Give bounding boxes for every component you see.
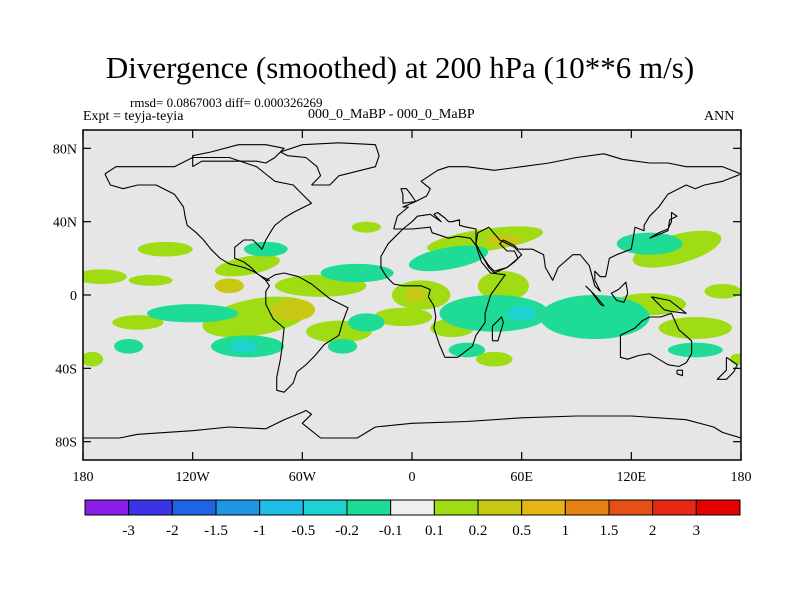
colorbar-swatch — [564, 499, 610, 516]
colorbar-swatch — [695, 499, 741, 516]
colorbar-label: 0.2 — [469, 523, 488, 539]
colorbar-label: -1.5 — [204, 523, 228, 539]
divergence-region-positive — [214, 278, 244, 294]
colorbar-label: -3 — [122, 523, 135, 539]
divergence-region-negative — [507, 306, 537, 321]
divergence-region-positive — [83, 351, 104, 367]
divergence-region-positive — [351, 221, 381, 233]
colorbar-swatch — [84, 499, 130, 516]
coastline-arabia-block — [475, 226, 523, 272]
experiment-label: Expt = teyja-teyia — [83, 109, 184, 124]
chart-title: Divergence (smoothed) at 200 hPa (10**6 … — [105, 50, 695, 85]
divergence-region-positive — [475, 351, 513, 367]
divergence-region-positive — [658, 317, 732, 339]
colorbar-swatch — [171, 499, 217, 516]
divergence-region-negative — [539, 295, 650, 339]
coastline-south-america — [265, 272, 349, 393]
colorbar-label: -0.1 — [379, 523, 403, 539]
divergence-region-negative — [667, 342, 723, 358]
colorbar-label: -0.2 — [335, 523, 359, 539]
axis-layer: 180 120W 60W 0 60E 120E 180 80N 40N 0 40S 80S — [53, 130, 752, 485]
y-tick-label: 80N — [53, 142, 77, 157]
divergence-region-positive — [404, 287, 427, 303]
divergence-region-positive — [373, 307, 433, 327]
colorbar-swatch — [521, 499, 566, 516]
divergence-region-negative — [348, 313, 385, 332]
colorbar-swatch — [259, 499, 304, 516]
y-tick-label: 40N — [53, 216, 77, 231]
coastline-tasmania — [676, 369, 684, 377]
colorbar-label: 0.5 — [512, 523, 531, 539]
colorbar-swatch — [302, 499, 348, 516]
coastline-borneo — [610, 281, 629, 303]
coastline-layer — [83, 142, 741, 439]
colorbar-swatch — [433, 499, 479, 516]
divergence-region-positive — [83, 269, 127, 284]
x-tick-label: 180 — [73, 470, 94, 485]
coastline-uk — [400, 188, 417, 204]
divergence-region-positive — [128, 274, 173, 286]
colorbar-swatch — [477, 499, 523, 516]
case-label: 000_0_MaBP - 000_0_MaBP — [308, 107, 475, 122]
coastline-africa — [380, 226, 506, 358]
coastline-canadian-archipelago — [192, 144, 285, 168]
colorbar-swatch — [346, 499, 392, 516]
x-tick-label: 60W — [289, 470, 317, 485]
y-tick-label: 40S — [55, 362, 77, 377]
x-tick-label: 60E — [510, 470, 533, 485]
coastline-sumatra — [585, 285, 605, 307]
x-tick-label: 180 — [731, 470, 752, 485]
divergence-region-positive — [215, 254, 280, 277]
divergence-region-positive — [704, 284, 741, 299]
coastline-madagascar — [491, 316, 504, 342]
divergence-region-negative — [408, 245, 489, 272]
x-tick-label: 120E — [617, 470, 647, 485]
x-tick-label: 120W — [176, 470, 211, 485]
coastline-greenland — [279, 142, 380, 186]
x-tick-label: 0 — [409, 470, 416, 485]
divergence-region-negative — [146, 304, 239, 323]
coastline-eurasia — [393, 153, 741, 292]
colorbar: -3 -2 -1.5 -1 -0.5 -0.2 -0.1 0.1 0.2 0.5 1 1.5 2 3 — [84, 499, 741, 539]
divergence-region-positive — [112, 315, 164, 330]
coastline-north-america — [104, 156, 313, 281]
y-tick-label: 80S — [55, 436, 77, 451]
divergence-region-negative — [243, 241, 288, 257]
y-tick-label: 0 — [70, 289, 77, 304]
coastline-australia — [619, 312, 693, 368]
divergence-region-positive — [477, 271, 529, 301]
divergence-region-negative — [114, 339, 144, 354]
colorbar-swatch — [390, 499, 435, 516]
coastline-japan — [649, 211, 678, 239]
stats-label: rmsd= 0.0867003 diff= 0.000326269 — [130, 95, 323, 110]
colorbar-label: 0.1 — [425, 523, 444, 539]
season-label: ANN — [704, 109, 735, 124]
colorbar-label: -2 — [166, 523, 179, 539]
divergence-region-negative — [229, 340, 259, 352]
divergence-region-positive — [271, 298, 316, 321]
divergence-region-negative — [327, 339, 358, 354]
coastline-new-guinea — [651, 296, 687, 314]
colorbar-label: -0.5 — [291, 523, 315, 539]
colorbar-swatch — [215, 499, 261, 516]
colorbar-swatch — [652, 499, 697, 516]
divergence-region-negative — [439, 295, 550, 332]
divergence-region-negative — [320, 263, 394, 283]
colorbar-swatch — [608, 499, 654, 516]
colorbar-swatch — [128, 499, 173, 516]
colorbar-label: 1.5 — [600, 523, 619, 539]
colorbar-label: -1 — [253, 523, 266, 539]
coastline-antarctica — [83, 409, 741, 439]
colorbar-label: 3 — [693, 523, 701, 539]
colorbar-label: 2 — [649, 523, 657, 539]
divergence-region-positive — [137, 241, 193, 257]
colorbar-label: 1 — [562, 523, 570, 539]
divergence-region-positive — [730, 353, 741, 365]
coastline-new-zealand — [716, 356, 738, 380]
